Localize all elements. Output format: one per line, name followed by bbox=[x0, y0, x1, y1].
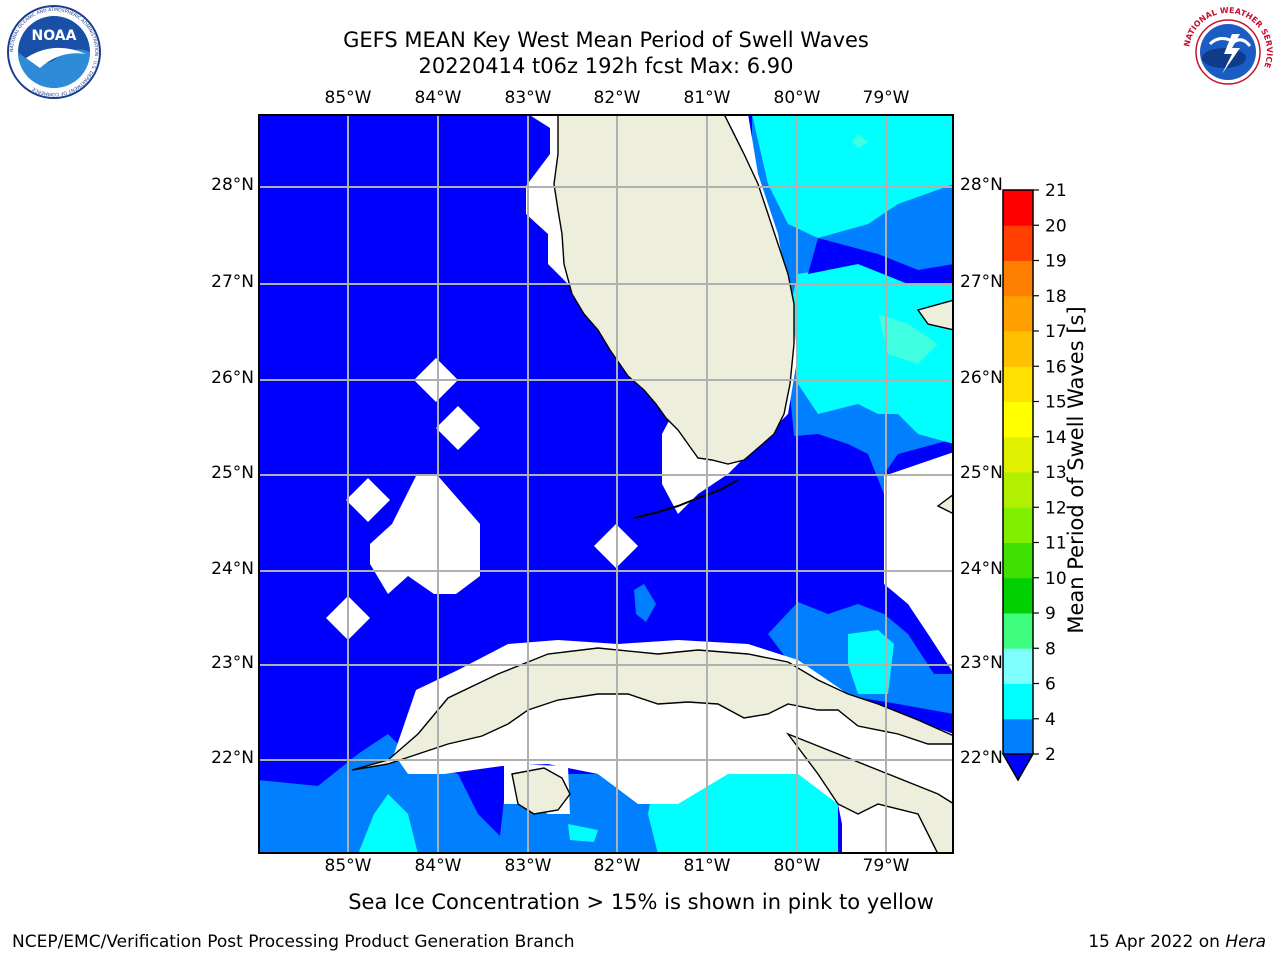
svg-text:NOAA: NOAA bbox=[32, 28, 77, 44]
footer-credit: NCEP/EMC/Verification Post Processing Pr… bbox=[12, 932, 575, 952]
lat-label-left: 24°N bbox=[211, 559, 254, 579]
lon-label-bottom: 82°W bbox=[593, 856, 641, 876]
lon-label-bottom: 85°W bbox=[324, 856, 372, 876]
lat-label-left: 28°N bbox=[211, 175, 254, 195]
swell-period-map bbox=[258, 114, 954, 854]
colorbar-tick-label: 11 bbox=[1045, 534, 1067, 554]
colorbar-tick-label: 21 bbox=[1045, 181, 1067, 201]
land-bahamas bbox=[936, 493, 954, 515]
colorbar-segment bbox=[1003, 542, 1033, 579]
colorbar-segment bbox=[1003, 436, 1033, 473]
colorbar-extend-arrow bbox=[1001, 753, 1035, 782]
masked-area bbox=[436, 406, 480, 450]
lat-label-left: 26°N bbox=[211, 368, 254, 388]
florida-keys bbox=[633, 479, 739, 519]
masked-area bbox=[884, 452, 954, 674]
colorbar-tick-label: 8 bbox=[1045, 639, 1056, 659]
lon-label-top: 81°W bbox=[683, 88, 731, 108]
colorbar-tick-label: 19 bbox=[1045, 252, 1067, 272]
colorbar-tick-label: 6 bbox=[1045, 675, 1056, 695]
footer-date: 15 Apr 2022 on Hera bbox=[1088, 932, 1266, 952]
ice-note: Sea Ice Concentration > 15% is shown in … bbox=[348, 890, 934, 914]
colorbar-tick-label: 2 bbox=[1045, 745, 1056, 765]
lon-label-top: 79°W bbox=[862, 88, 910, 108]
lon-label-bottom: 80°W bbox=[773, 856, 821, 876]
lat-label-right: 22°N bbox=[960, 748, 1003, 768]
colorbar-tick-label: 9 bbox=[1045, 604, 1056, 624]
ocean-level-8-9 bbox=[852, 134, 868, 148]
lat-label-left: 27°N bbox=[211, 272, 254, 292]
colorbar-segment bbox=[1003, 507, 1033, 543]
colorbar-segment bbox=[1003, 613, 1033, 649]
land-isla-juventud bbox=[511, 767, 571, 815]
nws-logo: NATIONAL WEATHER SERVICE bbox=[1182, 6, 1274, 98]
colorbar-segment bbox=[1003, 331, 1033, 367]
noaa-logo: NOAA NATIONAL OCEANIC AND ATMOSPHERIC AD… bbox=[7, 5, 101, 99]
lon-label-bottom: 81°W bbox=[683, 856, 731, 876]
colorbar-segment bbox=[1003, 472, 1033, 508]
ocean-level-4-6 bbox=[634, 584, 656, 622]
land-bahamas bbox=[916, 299, 954, 331]
colorbar-tick-label: 15 bbox=[1045, 393, 1067, 413]
lon-label-bottom: 79°W bbox=[862, 856, 910, 876]
colorbar-tick-label: 17 bbox=[1045, 322, 1067, 342]
chart-subtitle: 20220414 t06z 192h fcst Max: 6.90 bbox=[418, 54, 794, 78]
colorbar-segment bbox=[1003, 225, 1033, 261]
lat-label-left: 22°N bbox=[211, 748, 254, 768]
lat-label-left: 23°N bbox=[211, 653, 254, 673]
colorbar-segment bbox=[1003, 366, 1033, 402]
ocean-level-6-8 bbox=[788, 264, 954, 444]
ocean-level-6-8 bbox=[358, 794, 418, 854]
ocean-level-2-4 bbox=[808, 238, 954, 284]
colorbar-tick-label: 16 bbox=[1045, 357, 1067, 377]
lat-label-right: 24°N bbox=[960, 559, 1003, 579]
land-south-coast bbox=[785, 732, 954, 854]
lat-label-right: 23°N bbox=[960, 653, 1003, 673]
lat-label-right: 27°N bbox=[960, 272, 1003, 292]
lat-label-left: 25°N bbox=[211, 463, 254, 483]
chart-title: GEFS MEAN Key West Mean Period of Swell … bbox=[343, 28, 869, 52]
colorbar-segment bbox=[1003, 683, 1033, 720]
masked-area bbox=[842, 810, 954, 854]
colorbar: 2 4 6 8 9 10 11 12 13 14 15 16 17 18 19 20 21 bbox=[1001, 181, 1067, 782]
colorbar-tick-label: 10 bbox=[1045, 569, 1067, 589]
colorbar-segment bbox=[1003, 190, 1033, 226]
lon-label-top: 82°W bbox=[593, 88, 641, 108]
colorbar-tick-label: 14 bbox=[1045, 428, 1067, 448]
masked-area bbox=[346, 478, 390, 522]
colorbar-segment bbox=[1003, 648, 1033, 684]
lon-label-bottom: 84°W bbox=[414, 856, 462, 876]
lat-label-right: 25°N bbox=[960, 463, 1003, 483]
lon-label-top: 80°W bbox=[773, 88, 821, 108]
graticule bbox=[258, 114, 954, 854]
ocean-level-8-9 bbox=[878, 314, 938, 364]
ocean-level-6-8 bbox=[568, 824, 598, 842]
colorbar-tick-label: 13 bbox=[1045, 463, 1067, 483]
masked-area bbox=[370, 476, 480, 594]
lat-label-right: 26°N bbox=[960, 368, 1003, 388]
land-florida bbox=[553, 114, 795, 465]
colorbar-segment bbox=[1003, 401, 1033, 438]
colorbar-segment bbox=[1003, 577, 1033, 614]
lon-label-bottom: 83°W bbox=[504, 856, 552, 876]
ocean-level-6-8 bbox=[752, 114, 954, 238]
lon-label-top: 85°W bbox=[324, 88, 372, 108]
map-border bbox=[258, 114, 954, 854]
colorbar-tick-label: 12 bbox=[1045, 498, 1067, 518]
lat-label-right: 28°N bbox=[960, 175, 1003, 195]
colorbar-segment bbox=[1003, 260, 1033, 297]
ocean-level-6-8 bbox=[848, 630, 894, 694]
lon-label-top: 83°W bbox=[504, 88, 552, 108]
colorbar-tick-label: 20 bbox=[1045, 216, 1067, 236]
colorbar-title: Mean Period of Swell Waves [s] bbox=[1064, 306, 1088, 634]
land-cuba bbox=[351, 647, 954, 771]
colorbar-tick-label: 4 bbox=[1045, 710, 1056, 730]
lon-label-top: 84°W bbox=[414, 88, 462, 108]
colorbar-tick-label: 18 bbox=[1045, 287, 1067, 307]
colorbar-segment bbox=[1003, 295, 1033, 332]
colorbar-segment bbox=[1003, 718, 1033, 755]
